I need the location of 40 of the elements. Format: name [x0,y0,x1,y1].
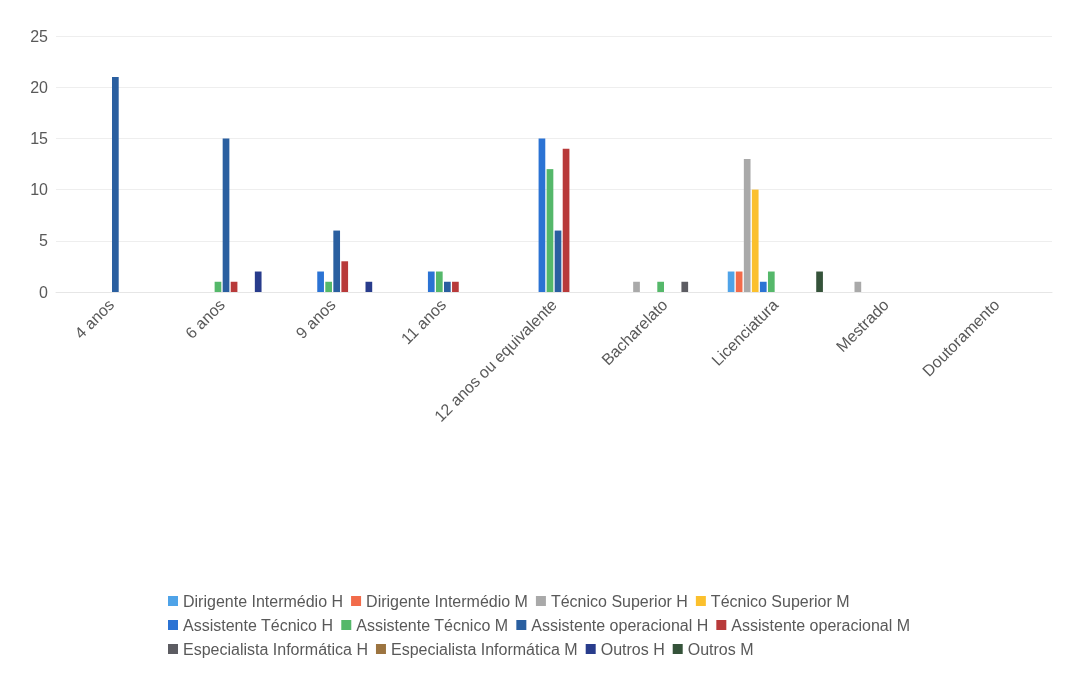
legend-label: Dirigente Intermédio H [183,592,344,610]
legend-label: Outros H [600,640,665,658]
bar [633,281,640,292]
bar [751,189,759,292]
y-tick-label: 20 [30,78,49,96]
y-tick-label: 0 [39,283,49,301]
bar [317,271,324,292]
bar [743,158,751,292]
bar [427,271,435,292]
bar [341,261,349,292]
bar [657,281,664,292]
bar [816,271,823,292]
legend-label: Dirigente Intermédio M [366,592,528,610]
legend-label: Assistente Técnico M [356,616,509,634]
legend-label: Assistente Técnico H [183,616,333,634]
bar [254,271,262,292]
legend-label: Especialista Informática M [390,640,578,658]
bar [538,138,546,292]
y-tick-label: 25 [30,27,49,45]
bar [112,76,119,292]
bar [222,138,230,292]
bar [325,281,332,292]
bar [759,281,767,292]
legend-label: Assistente operacional M [731,616,911,634]
bar [681,281,689,292]
bar [444,281,451,292]
legend-label: Assistente operacional H [531,616,709,634]
bar [546,169,554,292]
legend-label: Técnico Superior H [550,592,688,610]
bar [333,230,341,292]
bar [452,281,459,292]
legend-label: Outros M [687,640,754,658]
y-tick-label: 15 [30,129,49,147]
bar [854,281,862,292]
y-tick-label: 5 [39,232,49,250]
bar [767,271,775,292]
legend-label: Técnico Superior M [710,592,850,610]
y-tick-label: 10 [30,181,49,199]
legend-label: Especialista Informática H [183,640,368,658]
bar [435,271,443,292]
